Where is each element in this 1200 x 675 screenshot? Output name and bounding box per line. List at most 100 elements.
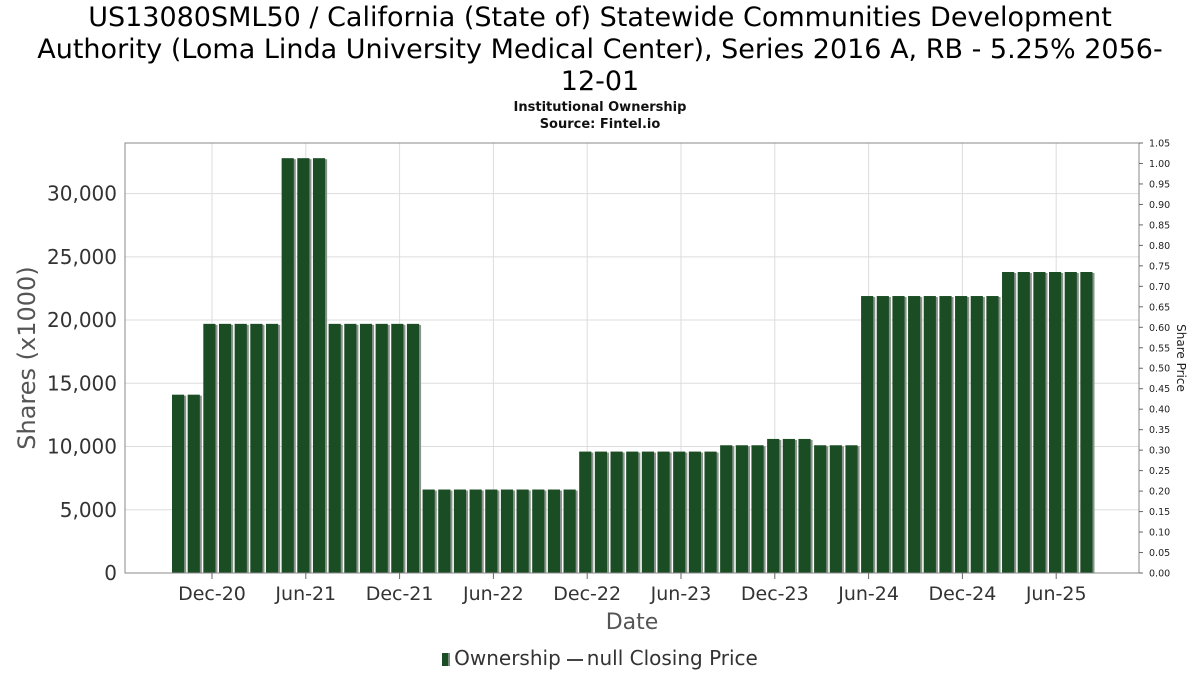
ownership-bar <box>453 489 467 573</box>
y-tick-label: 0 <box>104 561 117 585</box>
ownership-bar <box>657 451 670 573</box>
ownership-bar <box>312 158 326 574</box>
y2-tick-label: 0.40 <box>1149 405 1170 416</box>
chart-source: Source: Fintel.io <box>539 117 661 132</box>
ownership-bar <box>438 489 451 573</box>
ownership-bar <box>375 323 388 573</box>
y2-axis-label: Share Price <box>1174 324 1188 392</box>
ownership-bar <box>798 438 811 573</box>
bar-series <box>172 158 1095 574</box>
ownership-bar <box>970 296 983 573</box>
y2-tick-label: 0.60 <box>1149 323 1170 334</box>
ownership-bar <box>344 323 357 573</box>
ownership-bar <box>688 451 701 573</box>
ownership-bar <box>876 296 889 573</box>
x-tick-label: Dec-20 <box>178 583 246 605</box>
y-tick-label: 30,000 <box>47 182 117 206</box>
ownership-bar <box>1049 272 1062 573</box>
ownership-bar <box>814 445 827 573</box>
y2-tick-label: 0.05 <box>1149 548 1170 559</box>
ownership-bar <box>1064 272 1077 573</box>
ownership-bar <box>422 489 435 573</box>
ownership-bar <box>845 445 858 573</box>
ownership-bar <box>516 489 529 573</box>
plot-frame <box>124 142 1140 574</box>
x-tick-label: Dec-24 <box>928 583 996 605</box>
ownership-bar <box>782 438 795 573</box>
y-axis-label: Shares (x1000) <box>13 266 41 449</box>
ownership-bar <box>500 489 514 573</box>
y-tick-label: 5,000 <box>60 498 117 522</box>
y2-tick-label: 0.90 <box>1149 200 1170 211</box>
ownership-bar <box>626 451 639 573</box>
ownership-bar <box>547 489 561 573</box>
y2-tick-label: 0.95 <box>1149 179 1170 190</box>
ownership-bar <box>641 451 654 573</box>
y2-tick-label: 0.65 <box>1149 302 1170 313</box>
y2-tick-label: 0.50 <box>1149 364 1170 375</box>
x-axis: Dec-20 Jun-21 Dec-21 Jun-22 Dec-22 Jun-23 Dec-… <box>178 573 1087 605</box>
ownership-bar <box>892 296 905 573</box>
ownership-bar <box>391 323 404 573</box>
y2-tick-label: 1.00 <box>1149 159 1170 170</box>
ownership-legend-label: Ownership <box>454 646 561 670</box>
ownership-bar <box>1002 272 1015 573</box>
ownership-bar <box>406 323 420 573</box>
ownership-bar <box>1080 272 1093 573</box>
ownership-bar <box>735 445 748 573</box>
y2-tick-label: 0.25 <box>1149 466 1170 477</box>
price-legend-line <box>566 658 583 661</box>
ownership-bar <box>187 394 200 573</box>
y2-tick-label: 0.75 <box>1149 261 1170 272</box>
ownership-bar <box>923 296 936 573</box>
x-tick-label: Jun-25 <box>1025 583 1087 605</box>
chart-title-line-1: US13080SML50 / California (State of) Sta… <box>88 2 1112 33</box>
ownership-bar <box>594 451 608 573</box>
ownership-bar <box>485 489 498 573</box>
y2-tick-label: 0.35 <box>1149 425 1170 436</box>
ownership-bar <box>328 323 341 573</box>
chart-title-line-3: 12-01 <box>560 66 640 97</box>
ownership-bar <box>720 445 733 573</box>
ownership-bar <box>1033 272 1046 573</box>
y-axis-left: 0 5,000 10,000 15,000 20,000 25,000 30,000 <box>47 182 117 585</box>
ownership-bar <box>297 158 310 574</box>
y2-tick-label: 0.10 <box>1149 528 1170 539</box>
y-axis-right: 0.00 0.05 0.10 0.15 0.20 0.25 0.30 0.35 0.40 0.45… <box>1139 139 1170 580</box>
ownership-bar <box>469 489 482 573</box>
ownership-bar <box>172 394 185 573</box>
ownership-bar <box>1017 272 1030 573</box>
y2-tick-label: 0.55 <box>1149 343 1170 354</box>
y2-tick-label: 0.80 <box>1149 241 1170 252</box>
y-tick-label: 20,000 <box>47 308 117 332</box>
ownership-bar <box>955 296 968 573</box>
ownership-bar <box>861 296 874 573</box>
chart-subtitle: Institutional Ownership <box>513 100 687 115</box>
chart-title-line-2: Authority (Loma Linda University Medical… <box>37 34 1163 65</box>
ownership-bar <box>265 323 279 573</box>
ownership-bar <box>908 296 921 573</box>
x-tick-label: Jun-22 <box>462 583 524 605</box>
ownership-bar <box>986 296 999 573</box>
ownership-bar <box>203 323 216 573</box>
ownership-bar <box>532 489 545 573</box>
y-tick-label: 10,000 <box>47 435 117 459</box>
y2-tick-label: 0.20 <box>1149 487 1170 498</box>
ownership-bar <box>563 489 576 573</box>
x-tick-label: Dec-21 <box>366 583 434 605</box>
chart-legend: Ownership null Closing Price <box>0 646 1200 670</box>
y2-tick-label: 0.30 <box>1149 446 1170 457</box>
ownership-bar <box>359 323 373 573</box>
y2-tick-label: 0.85 <box>1149 220 1170 231</box>
y2-tick-label: 0.70 <box>1149 282 1170 293</box>
ownership-legend-swatch <box>442 653 451 666</box>
ownership-bar <box>250 323 263 573</box>
y2-tick-label: 1.05 <box>1149 139 1170 150</box>
price-legend-label: null Closing Price <box>586 646 758 670</box>
ownership-bar <box>579 451 592 573</box>
ownership-bar <box>767 438 780 573</box>
x-tick-label: Dec-22 <box>553 583 621 605</box>
ownership-bar <box>939 296 952 573</box>
ownership-bar <box>704 451 717 573</box>
